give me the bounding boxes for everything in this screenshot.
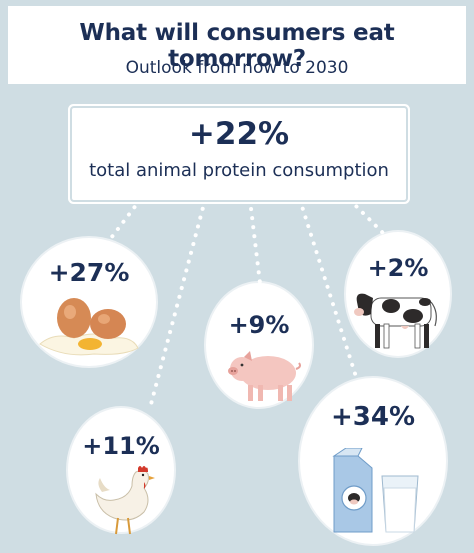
connector-eggs (106, 198, 142, 244)
poultry-value: +11% (82, 432, 160, 460)
page-subtitle: Outlook from now to 2030 (125, 58, 349, 78)
dairy-value: +34% (330, 402, 416, 432)
beef-circle: +2% (346, 232, 450, 356)
connector-poultry (148, 198, 207, 410)
eggs-circle: +27% (22, 238, 156, 366)
pork-value: +9% (228, 311, 290, 339)
connector-beef (348, 198, 394, 244)
pork-circle: +9% (206, 283, 312, 407)
total-value: +22% (188, 116, 290, 152)
total-box: +22% total animal protein consumption (72, 108, 406, 200)
total-label: total animal protein consumption (89, 160, 389, 181)
cow-icon (354, 293, 437, 349)
pig-icon (228, 351, 301, 401)
dairy-circle: +34% (300, 378, 446, 544)
eggs-value: +27% (48, 258, 130, 287)
header-panel: What will consumers eat tomorrow? Outloo… (8, 6, 466, 84)
eggs-icon (39, 298, 139, 356)
beef-value: +2% (367, 254, 429, 282)
poultry-circle: +11% (68, 408, 174, 535)
page-title: What will consumers eat tomorrow? (79, 20, 395, 72)
milk-icon (332, 448, 419, 533)
connector-pork (248, 198, 262, 285)
chicken-icon (95, 466, 155, 535)
